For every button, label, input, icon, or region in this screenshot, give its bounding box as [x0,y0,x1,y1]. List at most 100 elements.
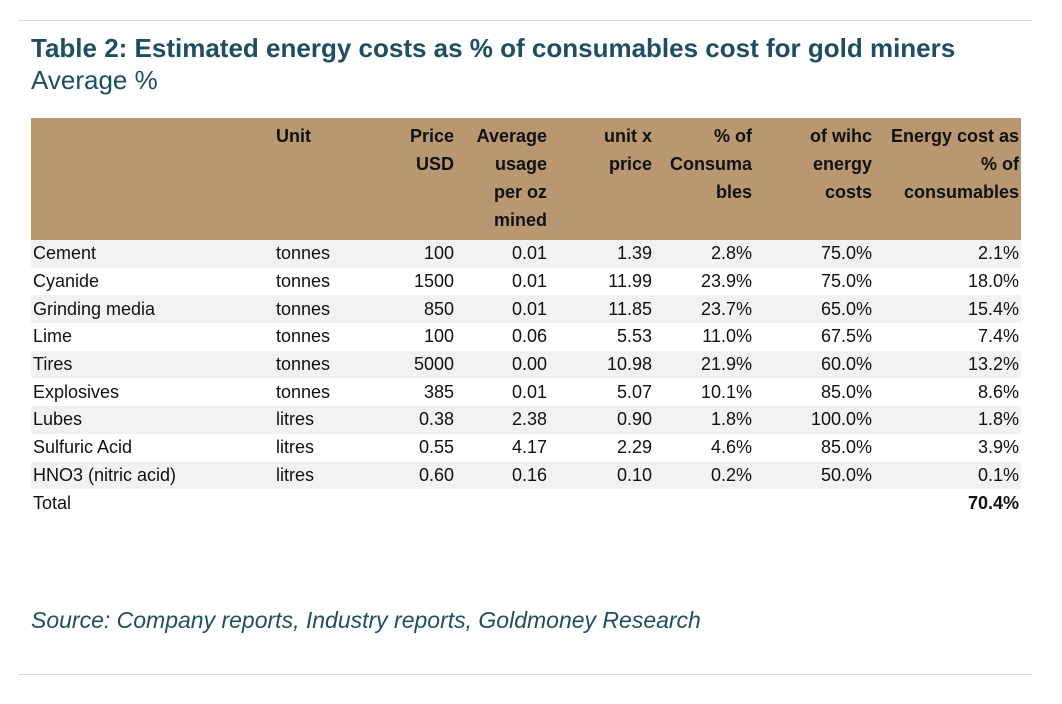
row-usage: 0.01 [511,271,547,292]
row-usage: 4.17 [511,437,547,458]
row-pct-consumables: 11.0% [702,326,752,347]
table-header-row: Unit Price USD Average usage per oz mined un… [31,118,1021,240]
row-usage: 0.01 [511,298,547,319]
header-unit: Unit [274,118,364,240]
row-energy-cost: 7.4% [977,326,1019,347]
row-unit: tonnes [276,381,331,402]
row-pct-consumables: 1.8% [710,409,752,430]
total-empty-cell [549,489,654,517]
row-price: 100 [423,243,454,264]
table-row: Explosives tonnes 385 0.01 5.07 10.1% 85.0% 8.6… [31,378,1021,406]
row-unit-price: 5.07 [616,381,652,402]
row-name: Tires [33,354,73,375]
header-line: costs [824,182,872,202]
table-row: Sulfuric Acid litres 0.55 4.17 2.29 4.6% 85.0%… [31,434,1021,462]
row-unit-price: 2.29 [616,437,652,458]
row-price: 0.55 [418,437,454,458]
table-title: Table 2: Estimated energy costs as % of … [31,33,956,63]
row-usage: 0.00 [511,354,547,375]
row-energy-share: 60.0% [820,354,872,375]
header-line: % of [714,126,752,146]
row-usage: 0.01 [511,381,547,402]
header-line: Energy cost as [890,126,1019,146]
row-energy-share: 75.0% [820,271,872,292]
header-line: mined [493,210,547,230]
header-name [31,118,274,240]
table-row: HNO3 (nitric acid) litres 0.60 0.16 0.10 0.2%… [31,461,1021,490]
row-name: Cement [33,243,97,264]
row-energy-share: 65.0% [820,298,872,319]
row-unit: tonnes [276,354,331,375]
row-energy-share: 85.0% [820,437,872,458]
row-pct-consumables: 10.1% [700,381,752,402]
row-pct-consumables: 21.9% [700,354,752,375]
header-usage: Average usage per oz mined [456,118,549,240]
header-line: Average [476,126,547,146]
row-unit-price: 0.10 [616,464,652,485]
row-unit: litres [276,409,315,430]
total-label: Total [33,492,72,513]
row-name: Cyanide [33,271,100,292]
table-row: Grinding media tonnes 850 0.01 11.85 23.7% 65.… [31,295,1021,324]
row-unit-price: 11.85 [608,298,652,319]
row-name: Sulfuric Acid [33,437,133,458]
row-price: 0.38 [418,409,454,430]
row-usage: 0.06 [511,326,547,347]
row-name: Lubes [33,409,83,430]
row-unit-price: 10.98 [606,354,652,375]
table-row: Lubes litres 0.38 2.38 0.90 1.8% 100.0% 1.8% [31,406,1021,434]
header-line: Price [409,126,454,146]
row-unit-price: 5.53 [616,326,652,347]
source-note: Source: Company reports, Industry report… [31,607,701,633]
row-unit: tonnes [276,271,331,292]
row-energy-share: 75.0% [820,243,872,264]
row-unit: litres [276,464,315,485]
row-energy-share: 50.0% [820,464,872,485]
total-value: 70.4% [967,492,1019,513]
row-energy-share: 67.5% [820,326,872,347]
top-divider [18,20,1032,21]
total-empty-cell [456,489,549,517]
header-line: consumables [903,182,1019,202]
row-unit-price: 11.99 [608,271,652,292]
row-price: 1500 [413,271,454,292]
row-unit: tonnes [276,298,331,319]
header-line: of wihc [810,126,872,146]
header-line: energy [812,154,872,174]
header-unit-price: unit x price [549,118,654,240]
row-pct-consumables: 4.6% [710,437,752,458]
row-usage: 2.38 [511,409,547,430]
row-name: HNO3 (nitric acid) [33,464,177,485]
total-row: Total 70.4% [31,489,1021,517]
header-line: bles [715,182,752,202]
row-pct-consumables: 23.7% [700,298,752,319]
total-empty-cell [754,489,874,517]
row-price: 850 [423,298,454,319]
row-price: 385 [423,381,454,402]
header-energy-cost: Energy cost as % of consumables [874,118,1021,240]
row-pct-consumables: 2.8% [710,243,752,264]
header-pct-consumables: % of Consuma bles [654,118,754,240]
row-price: 5000 [413,354,454,375]
row-price: 100 [423,326,454,347]
row-price: 0.60 [418,464,454,485]
total-empty-cell [274,489,364,517]
header-line: USD [415,154,454,174]
header-line: Consuma [669,154,752,174]
header-line: per oz [493,182,547,202]
row-usage: 0.01 [511,243,547,264]
header-line: % of [981,154,1019,174]
total-empty-cell [364,489,456,517]
header-line: price [608,154,652,174]
header-line: Unit [276,126,311,146]
row-name: Explosives [33,381,120,402]
row-unit-price: 1.39 [616,243,652,264]
total-empty-cell [654,489,754,517]
header-line: usage [494,154,547,174]
row-energy-cost: 13.2% [967,354,1019,375]
row-unit: tonnes [276,243,331,264]
table-row: Cement tonnes 100 0.01 1.39 2.8% 75.0% 2.1% [31,240,1021,268]
row-energy-cost: 18.0% [967,271,1019,292]
row-pct-consumables: 23.9% [700,271,752,292]
table-row: Cyanide tonnes 1500 0.01 11.99 23.9% 75.0% 18.0… [31,268,1021,296]
